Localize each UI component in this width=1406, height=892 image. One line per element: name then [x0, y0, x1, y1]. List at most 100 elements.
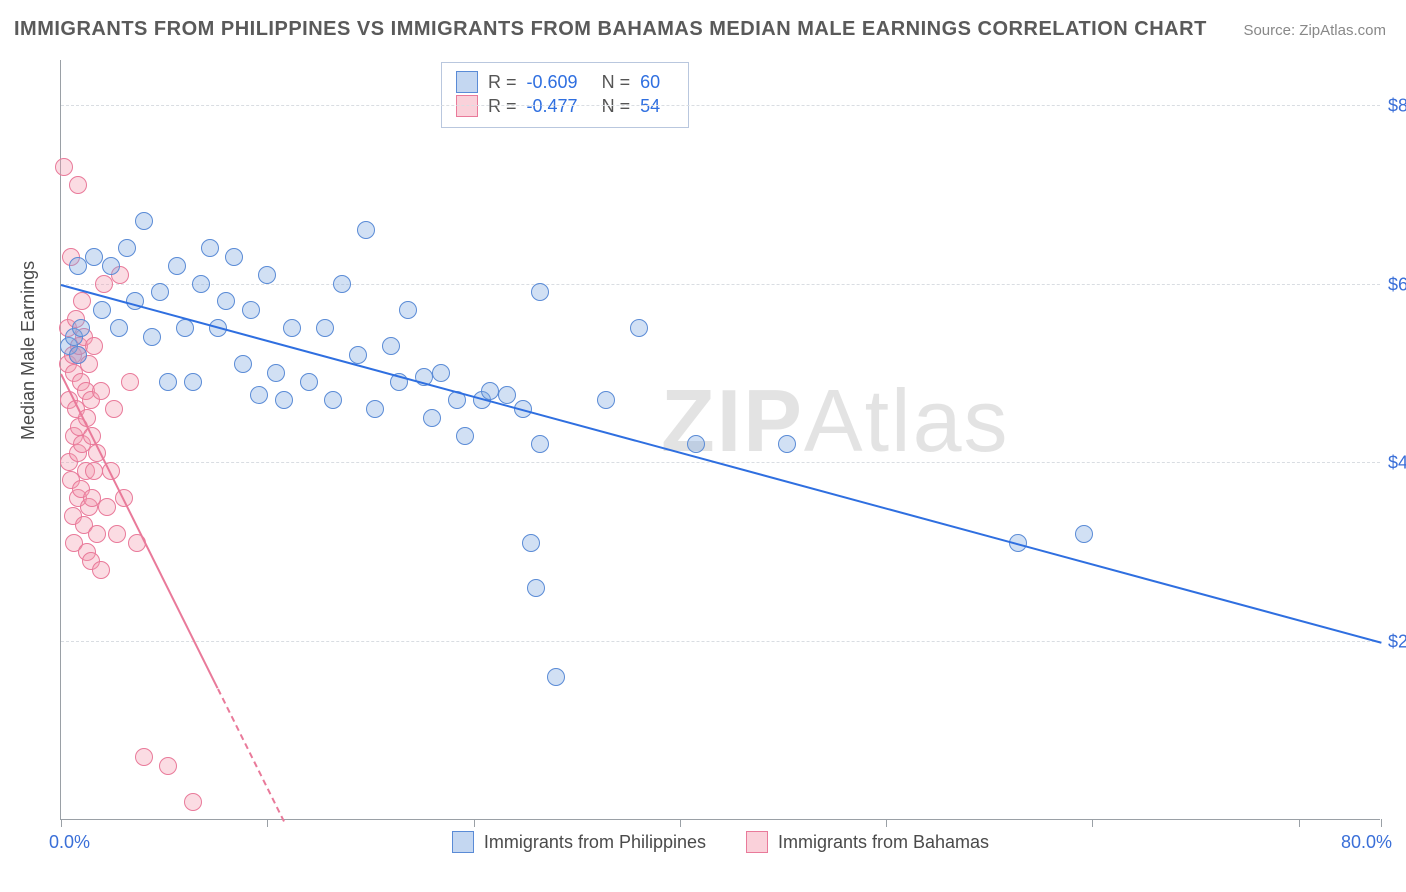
data-point-bahamas [108, 525, 126, 543]
stat-key: N = [602, 96, 631, 117]
data-point-bahamas [85, 462, 103, 480]
data-point-bahamas [85, 337, 103, 355]
gridline: $20,000 [61, 641, 1380, 642]
legend-item: Immigrants from Bahamas [746, 831, 989, 853]
data-point-philippines [250, 386, 268, 404]
data-point-philippines [192, 275, 210, 293]
data-point-philippines [242, 301, 260, 319]
data-point-philippines [531, 435, 549, 453]
watermark: ZIPAtlas [661, 370, 1010, 472]
data-point-philippines [498, 386, 516, 404]
data-point-philippines [225, 248, 243, 266]
data-point-philippines [234, 355, 252, 373]
data-point-philippines [423, 409, 441, 427]
data-point-philippines [275, 391, 293, 409]
legend-swatch [746, 831, 768, 853]
data-point-philippines [456, 427, 474, 445]
data-point-philippines [176, 319, 194, 337]
data-point-philippines [324, 391, 342, 409]
data-point-philippines [69, 346, 87, 364]
scatter-plot: ZIPAtlas R = -0.609 N = 60 R = -0.477 N = 5… [60, 60, 1380, 820]
legend-label: Immigrants from Bahamas [778, 832, 989, 853]
data-point-bahamas [88, 525, 106, 543]
data-point-philippines [85, 248, 103, 266]
x-tick [886, 819, 887, 827]
legend-swatch [452, 831, 474, 853]
data-point-philippines [366, 400, 384, 418]
data-point-philippines [184, 373, 202, 391]
x-tick [1381, 819, 1382, 827]
gridline: $80,000 [61, 105, 1380, 106]
data-point-philippines [349, 346, 367, 364]
stat-key: R = [488, 96, 517, 117]
data-point-philippines [687, 435, 705, 453]
data-point-bahamas [184, 793, 202, 811]
data-point-philippines [357, 221, 375, 239]
source-label: Source: ZipAtlas.com [1243, 22, 1386, 39]
data-point-philippines [267, 364, 285, 382]
data-point-philippines [432, 364, 450, 382]
legend-swatch [456, 71, 478, 93]
data-point-philippines [102, 257, 120, 275]
x-tick [680, 819, 681, 827]
stats-row: R = -0.477 N = 54 [456, 95, 674, 117]
data-point-bahamas [55, 158, 73, 176]
data-point-philippines [201, 239, 219, 257]
watermark-rest: Atlas [804, 371, 1010, 470]
y-tick-label: $20,000 [1386, 632, 1406, 653]
data-point-philippines [118, 239, 136, 257]
stat-key: N = [602, 72, 631, 93]
data-point-philippines [217, 292, 235, 310]
data-point-bahamas [121, 373, 139, 391]
data-point-philippines [481, 382, 499, 400]
correlation-stats-box: R = -0.609 N = 60 R = -0.477 N = 54 [441, 62, 689, 128]
data-point-philippines [399, 301, 417, 319]
data-point-philippines [531, 283, 549, 301]
y-tick-label: $60,000 [1386, 274, 1406, 295]
x-tick [1092, 819, 1093, 827]
x-tick [267, 819, 268, 827]
data-point-philippines [72, 319, 90, 337]
data-point-philippines [159, 373, 177, 391]
watermark-bold: ZIP [661, 371, 804, 470]
stat-n-value: 60 [640, 72, 660, 93]
data-point-philippines [597, 391, 615, 409]
data-point-philippines [333, 275, 351, 293]
stats-row: R = -0.609 N = 60 [456, 71, 674, 93]
legend-label: Immigrants from Philippines [484, 832, 706, 853]
data-point-philippines [151, 283, 169, 301]
data-point-bahamas [135, 748, 153, 766]
x-tick [1299, 819, 1300, 827]
data-point-philippines [300, 373, 318, 391]
data-point-philippines [316, 319, 334, 337]
legend-item: Immigrants from Philippines [452, 831, 706, 853]
data-point-philippines [522, 534, 540, 552]
data-point-bahamas [73, 292, 91, 310]
data-point-philippines [547, 668, 565, 686]
stat-n-value: 54 [640, 96, 660, 117]
gridline: $60,000 [61, 284, 1380, 285]
y-tick-label: $40,000 [1386, 453, 1406, 474]
data-point-philippines [382, 337, 400, 355]
data-point-philippines [69, 257, 87, 275]
data-point-bahamas [105, 400, 123, 418]
series-legend: Immigrants from Philippines Immigrants fr… [61, 831, 1380, 853]
stat-key: R = [488, 72, 517, 93]
data-point-philippines [527, 579, 545, 597]
data-point-philippines [168, 257, 186, 275]
data-point-philippines [143, 328, 161, 346]
y-tick-label: $80,000 [1386, 95, 1406, 116]
data-point-philippines [630, 319, 648, 337]
stat-r-value: -0.477 [527, 96, 578, 117]
data-point-philippines [283, 319, 301, 337]
data-point-bahamas [69, 176, 87, 194]
data-point-bahamas [92, 382, 110, 400]
data-point-philippines [1075, 525, 1093, 543]
data-point-bahamas [95, 275, 113, 293]
x-tick [474, 819, 475, 827]
legend-swatch [456, 95, 478, 117]
data-point-bahamas [159, 757, 177, 775]
data-point-philippines [258, 266, 276, 284]
stat-r-value: -0.609 [527, 72, 578, 93]
data-point-philippines [110, 319, 128, 337]
